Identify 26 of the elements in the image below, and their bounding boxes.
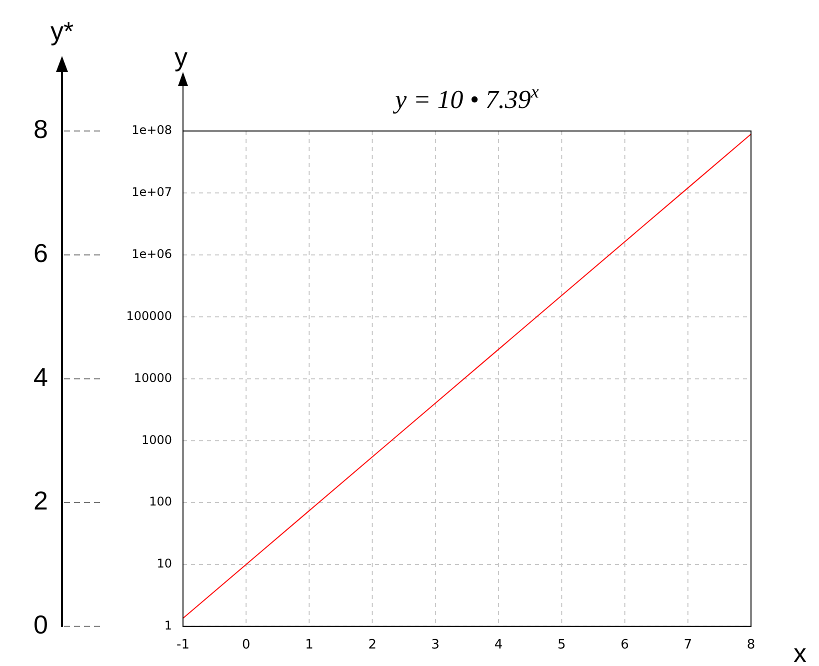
x-tick-label: 6 [620, 638, 629, 653]
y2-tick-label: 2 [34, 486, 48, 516]
y-tick-label: 1e+08 [132, 123, 172, 138]
y-tick-label: 1 [164, 618, 172, 633]
x-tick-label: 4 [494, 638, 503, 653]
y-tick-label: 1e+07 [132, 185, 172, 200]
x-tick-label: 2 [368, 638, 376, 653]
y-tick-label: 10000 [134, 370, 172, 385]
y2-tick-label: 6 [34, 238, 48, 268]
y2-tick-label: 8 [34, 114, 48, 144]
x-tick-label: 8 [746, 638, 756, 653]
x-tick-label: 0 [242, 638, 250, 653]
y-tick-label: 1000 [141, 432, 172, 447]
y-axis-title: y [174, 42, 188, 72]
x-tick-label: 3 [431, 638, 440, 653]
y2-tick-label: 4 [34, 362, 48, 392]
y2-axis-title: y* [50, 16, 74, 46]
x-tick-label: -1 [176, 638, 190, 653]
x-tick-label: 1 [305, 638, 314, 653]
x-tick-label: 7 [684, 638, 692, 653]
x-axis-title: x [794, 638, 806, 666]
y-tick-label: 100000 [126, 308, 172, 323]
y-tick-label: 10 [156, 556, 172, 571]
y-tick-label: 100 [149, 494, 172, 509]
y-tick-label: 1e+06 [132, 246, 172, 261]
x-tick-label: 5 [558, 638, 566, 653]
